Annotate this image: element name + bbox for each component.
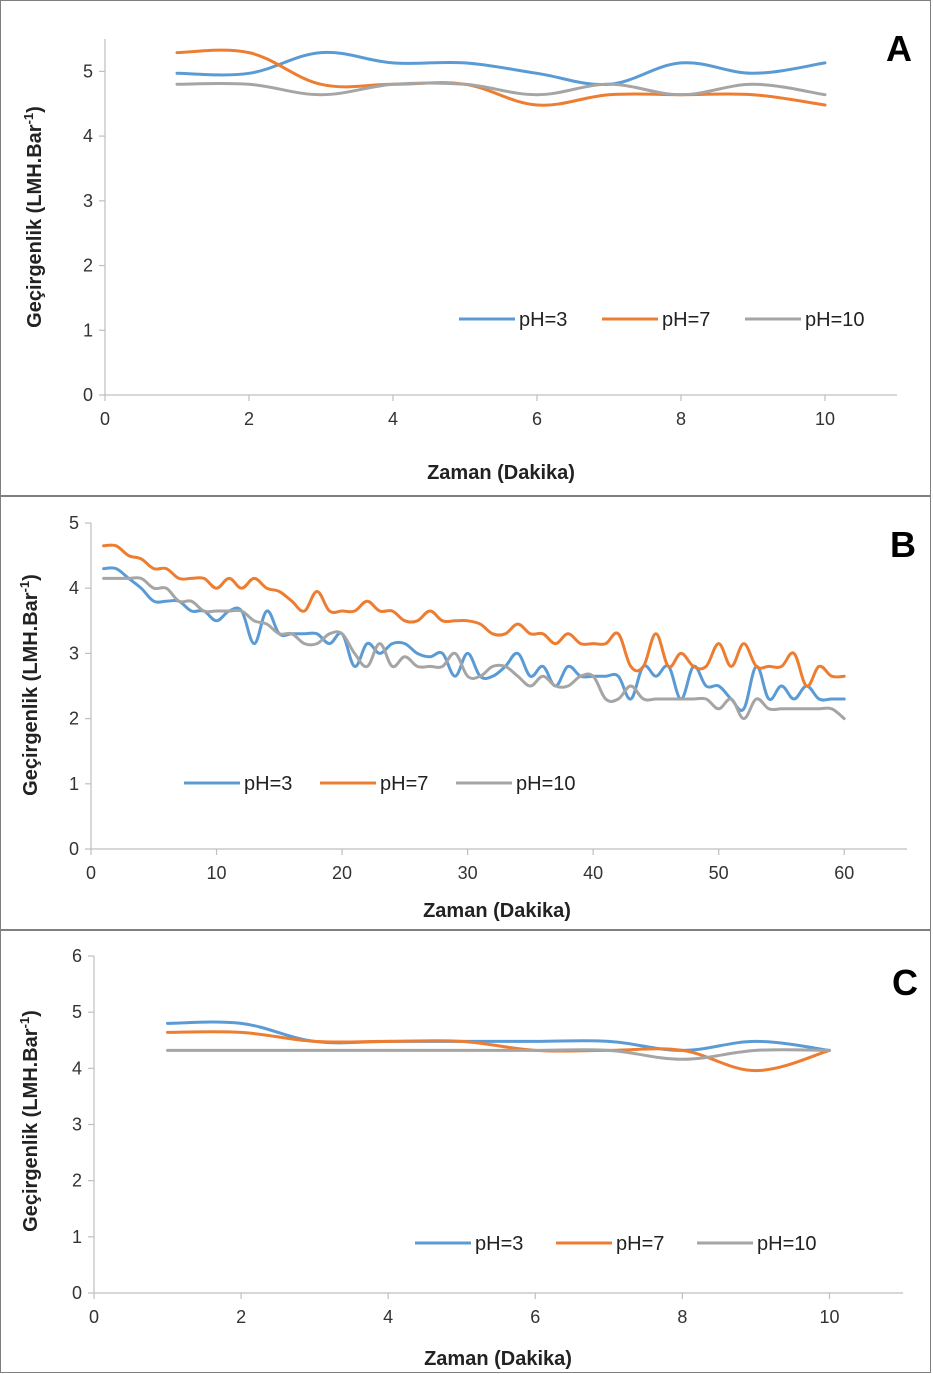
y-tick-label: 3 bbox=[72, 1115, 82, 1135]
series-line-ph-7 bbox=[102, 543, 846, 688]
y-tick-label: 2 bbox=[83, 256, 93, 276]
y-axis-label: Geçirgenlik (LMH.Bar-1) bbox=[17, 1010, 42, 1232]
y-axis-label: Geçirgenlik (LMH.Bar-1) bbox=[21, 106, 46, 328]
y-tick-label: 0 bbox=[72, 1283, 82, 1303]
x-axis-label: Zaman (Dakika) bbox=[427, 462, 575, 484]
x-tick-label: 40 bbox=[583, 863, 603, 883]
y-tick-label: 5 bbox=[69, 513, 79, 533]
x-tick-label: 6 bbox=[532, 409, 542, 429]
x-tick-label: 0 bbox=[89, 1307, 99, 1327]
x-tick-label: 10 bbox=[819, 1307, 839, 1327]
y-tick-label: 0 bbox=[69, 839, 79, 859]
x-tick-label: 8 bbox=[677, 1307, 687, 1327]
y-tick-label: 0 bbox=[83, 385, 93, 405]
x-tick-label: 0 bbox=[86, 863, 96, 883]
chart-panel-c: 0 1 2 3 4 5 6 0 2 4 6 8 10 Zaman (Dakika) Geçirgenlik … bbox=[0, 930, 931, 1373]
y-tick-label: 4 bbox=[72, 1058, 82, 1078]
series-line-ph-7 bbox=[175, 48, 827, 107]
y-tick-label: 3 bbox=[83, 191, 93, 211]
x-axis-label: Zaman (Dakika) bbox=[423, 900, 571, 922]
series-line-ph-10 bbox=[175, 81, 827, 97]
x-tick-label: 4 bbox=[383, 1307, 393, 1327]
x-tick-label: 10 bbox=[815, 409, 835, 429]
x-tick-label: 2 bbox=[236, 1307, 246, 1327]
x-tick-label: 0 bbox=[100, 409, 110, 429]
x-tick-label: 30 bbox=[458, 863, 478, 883]
panel-label: A bbox=[886, 28, 912, 69]
x-tick-label: 10 bbox=[207, 863, 227, 883]
y-axis-label: Geçirgenlik (LMH.Bar-1) bbox=[17, 574, 42, 796]
x-tick-label: 2 bbox=[244, 409, 254, 429]
x-axis-label: Zaman (Dakika) bbox=[424, 1348, 572, 1370]
x-tick-label: 20 bbox=[332, 863, 352, 883]
y-tick-label: 2 bbox=[72, 1171, 82, 1191]
y-tick-label: 5 bbox=[83, 61, 93, 81]
y-tick-label: 4 bbox=[69, 578, 79, 598]
y-tick-label: 1 bbox=[72, 1227, 82, 1247]
series-line-ph-3 bbox=[175, 50, 827, 87]
legend-entry: pH=3 bbox=[244, 773, 292, 795]
x-tick-label: 50 bbox=[709, 863, 729, 883]
y-tick-label: 3 bbox=[69, 643, 79, 663]
legend-entry: pH=10 bbox=[805, 309, 865, 331]
y-tick-label: 1 bbox=[69, 774, 79, 794]
series-line-ph-10 bbox=[166, 1048, 831, 1061]
legend-entry: pH=7 bbox=[616, 1233, 664, 1255]
y-tick-label: 6 bbox=[72, 946, 82, 966]
series-line-ph-10 bbox=[102, 576, 846, 721]
panel-label: C bbox=[892, 962, 918, 1003]
panel-label: B bbox=[890, 524, 916, 565]
series-line-ph-7 bbox=[166, 1030, 831, 1073]
legend-entry: pH=7 bbox=[662, 309, 710, 331]
legend-entry: pH=10 bbox=[516, 773, 576, 795]
chart-panel-a: 0 1 2 3 4 5 0 2 4 6 8 10 Zaman (Dakika) Geçirgenlik (… bbox=[0, 0, 931, 496]
y-tick-label: 1 bbox=[83, 320, 93, 340]
y-tick-label: 5 bbox=[72, 1002, 82, 1022]
x-tick-label: 6 bbox=[530, 1307, 540, 1327]
legend-entry: pH=3 bbox=[519, 309, 567, 331]
x-tick-label: 60 bbox=[834, 863, 854, 883]
chart-c-svg: 0 1 2 3 4 5 6 0 2 4 6 8 10 Zaman (Dakika) Geçirgenlik … bbox=[17, 946, 918, 1370]
legend-entry: pH=7 bbox=[380, 773, 428, 795]
series-line-ph-3 bbox=[166, 1020, 831, 1052]
y-tick-label: 2 bbox=[69, 709, 79, 729]
chart-panel-b: 0 1 2 3 4 5 0 10 20 30 40 50 60 Zaman (Dakika) Geçirge… bbox=[0, 496, 931, 930]
chart-a-svg: 0 1 2 3 4 5 0 2 4 6 8 10 Zaman (Dakika) Geçirgenlik (… bbox=[21, 28, 912, 484]
x-tick-label: 4 bbox=[388, 409, 398, 429]
legend-entry: pH=10 bbox=[757, 1233, 817, 1255]
legend-entry: pH=3 bbox=[475, 1233, 523, 1255]
x-tick-label: 8 bbox=[676, 409, 686, 429]
y-tick-label: 4 bbox=[83, 126, 93, 146]
